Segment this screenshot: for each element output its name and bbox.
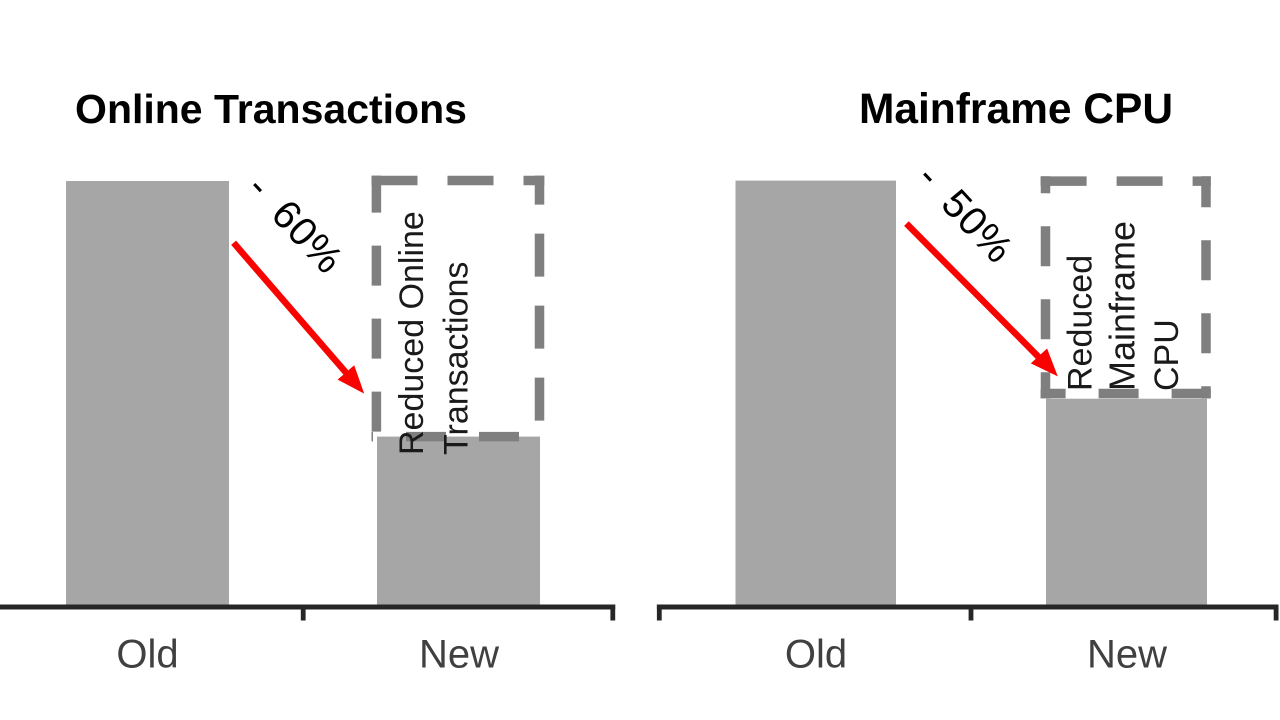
svg-text:Transactions: Transactions xyxy=(438,262,476,455)
svg-text:Old: Old xyxy=(785,633,847,677)
svg-text:Mainframe: Mainframe xyxy=(1102,221,1143,391)
svg-text:New: New xyxy=(1087,633,1167,677)
svg-text:Old: Old xyxy=(116,633,178,677)
svg-text:CPU: CPU xyxy=(1148,319,1186,391)
svg-text:New: New xyxy=(419,633,499,677)
svg-text:Reduced Online: Reduced Online xyxy=(393,211,431,455)
svg-text:Online Transactions: Online Transactions xyxy=(75,86,467,132)
svg-text:-50%: -50% xyxy=(909,156,1022,273)
svg-text:Mainframe CPU: Mainframe CPU xyxy=(859,86,1173,133)
svg-text:Reduced: Reduced xyxy=(1062,255,1100,391)
